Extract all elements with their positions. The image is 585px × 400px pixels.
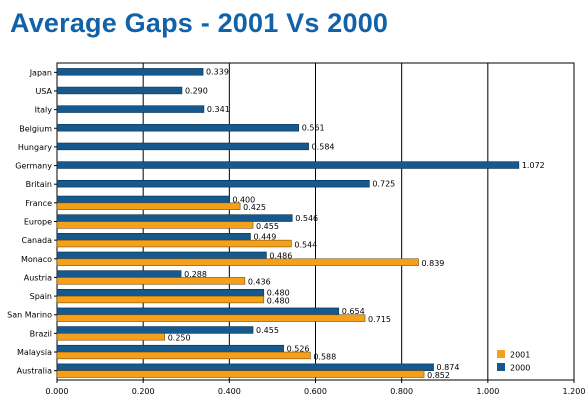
bars: 0.339 0.290 0.341 0.561 0.584 1.072 0.725 0.400… [56,68,545,380]
x-tick-label: 1.000 [476,387,499,396]
data-label-2001: 0.436 [248,278,271,287]
bar-2000 [56,270,182,278]
bar-2000 [56,233,251,241]
data-label-2000: 0.455 [256,326,279,335]
data-label-2001: 0.250 [168,334,191,343]
bar-2000 [56,251,267,260]
data-label-2000: 0.400 [232,195,255,204]
category-label: Germany [15,162,52,171]
bar-2000 [56,344,284,353]
bar-2000 [56,326,254,334]
x-tick-label: 1.200 [563,387,585,396]
chart-title: Average Gaps - 2001 Vs 2000 [10,8,389,38]
data-label-2001: 0.480 [267,296,290,305]
category-label: Canada [22,236,53,245]
data-label-2000: 0.341 [207,105,230,114]
category-label: Belgium [19,124,52,133]
data-label-2000: 0.526 [287,345,310,354]
category-label: Malaysia [17,348,52,357]
data-label-2000: 0.561 [302,124,325,133]
bar-2001 [56,295,265,304]
bar-2001 [56,258,419,266]
category-label: San Marino [7,311,52,320]
category-label: France [25,199,52,208]
category-label: Hungary [18,143,52,152]
data-label-2000: 0.290 [185,86,208,95]
data-label-2000: 0.339 [206,68,229,77]
data-label-2000: 0.874 [437,363,460,372]
category-label: Europe [24,218,52,227]
data-label-2001: 0.852 [427,371,450,380]
bar-2001 [56,370,425,378]
bar-2000 [56,86,183,95]
bar-2001 [56,221,254,229]
data-label-2000: 0.449 [253,233,276,242]
bar-2000 [56,288,265,297]
bar-2001 [56,202,241,210]
data-label-2001: 0.425 [243,203,266,212]
data-label-2000: 0.725 [372,180,395,189]
category-label: Australia [17,367,52,376]
bar-2000 [56,105,205,113]
bar-2000 [56,68,204,76]
category-label: Japan [29,68,52,77]
data-label-2000: 0.288 [184,270,207,279]
data-label-2001: 0.715 [368,315,391,324]
bar-2000 [56,142,309,151]
x-tick-label: 0.600 [304,387,327,396]
bar-2000 [56,161,520,169]
bar-2000 [56,124,299,132]
legend-swatch-2000 [497,363,505,371]
axes: 0.000 0.200 0.400 0.600 0.800 1.000 1.200 Japan… [7,68,585,396]
bar-2001 [56,277,246,285]
data-label-2001: 0.839 [421,259,444,268]
category-label: Monaco [21,255,52,264]
category-label: USA [35,87,52,96]
x-tick-label: 0.000 [46,387,69,396]
legend-swatch-2001 [497,350,505,358]
x-tick-label: 0.800 [390,387,413,396]
data-label-2000: 0.546 [295,214,318,223]
bar-2001 [56,314,366,322]
category-label: Italy [35,106,53,115]
bar-2001 [56,351,311,360]
data-label-2001: 0.544 [294,240,317,249]
data-label-2000: 0.584 [312,142,335,151]
category-label: Britain [26,180,52,189]
bar-2000 [56,214,293,222]
data-label-2000: 0.486 [269,251,292,260]
bar-2000 [56,195,230,204]
data-label-2001: 0.455 [256,222,279,231]
bar-2000 [56,307,340,316]
legend: 2001 2000 [497,350,530,373]
legend-label-2000: 2000 [510,364,530,373]
data-label-2000: 0.480 [267,289,290,298]
legend-label-2001: 2001 [510,351,530,360]
bar-2001 [56,239,292,248]
category-label: Austria [24,273,52,282]
bar-2000 [56,180,370,188]
bar-2000 [56,363,434,371]
x-tick-label: 0.400 [218,387,241,396]
category-label: Brazil [30,329,52,338]
data-label-2001: 0.588 [313,352,336,361]
x-tick-label: 0.200 [132,387,155,396]
data-label-2000: 1.072 [522,161,545,170]
data-label-2000: 0.654 [342,307,365,316]
bar-2001 [56,333,166,341]
category-label: Spain [30,292,52,301]
